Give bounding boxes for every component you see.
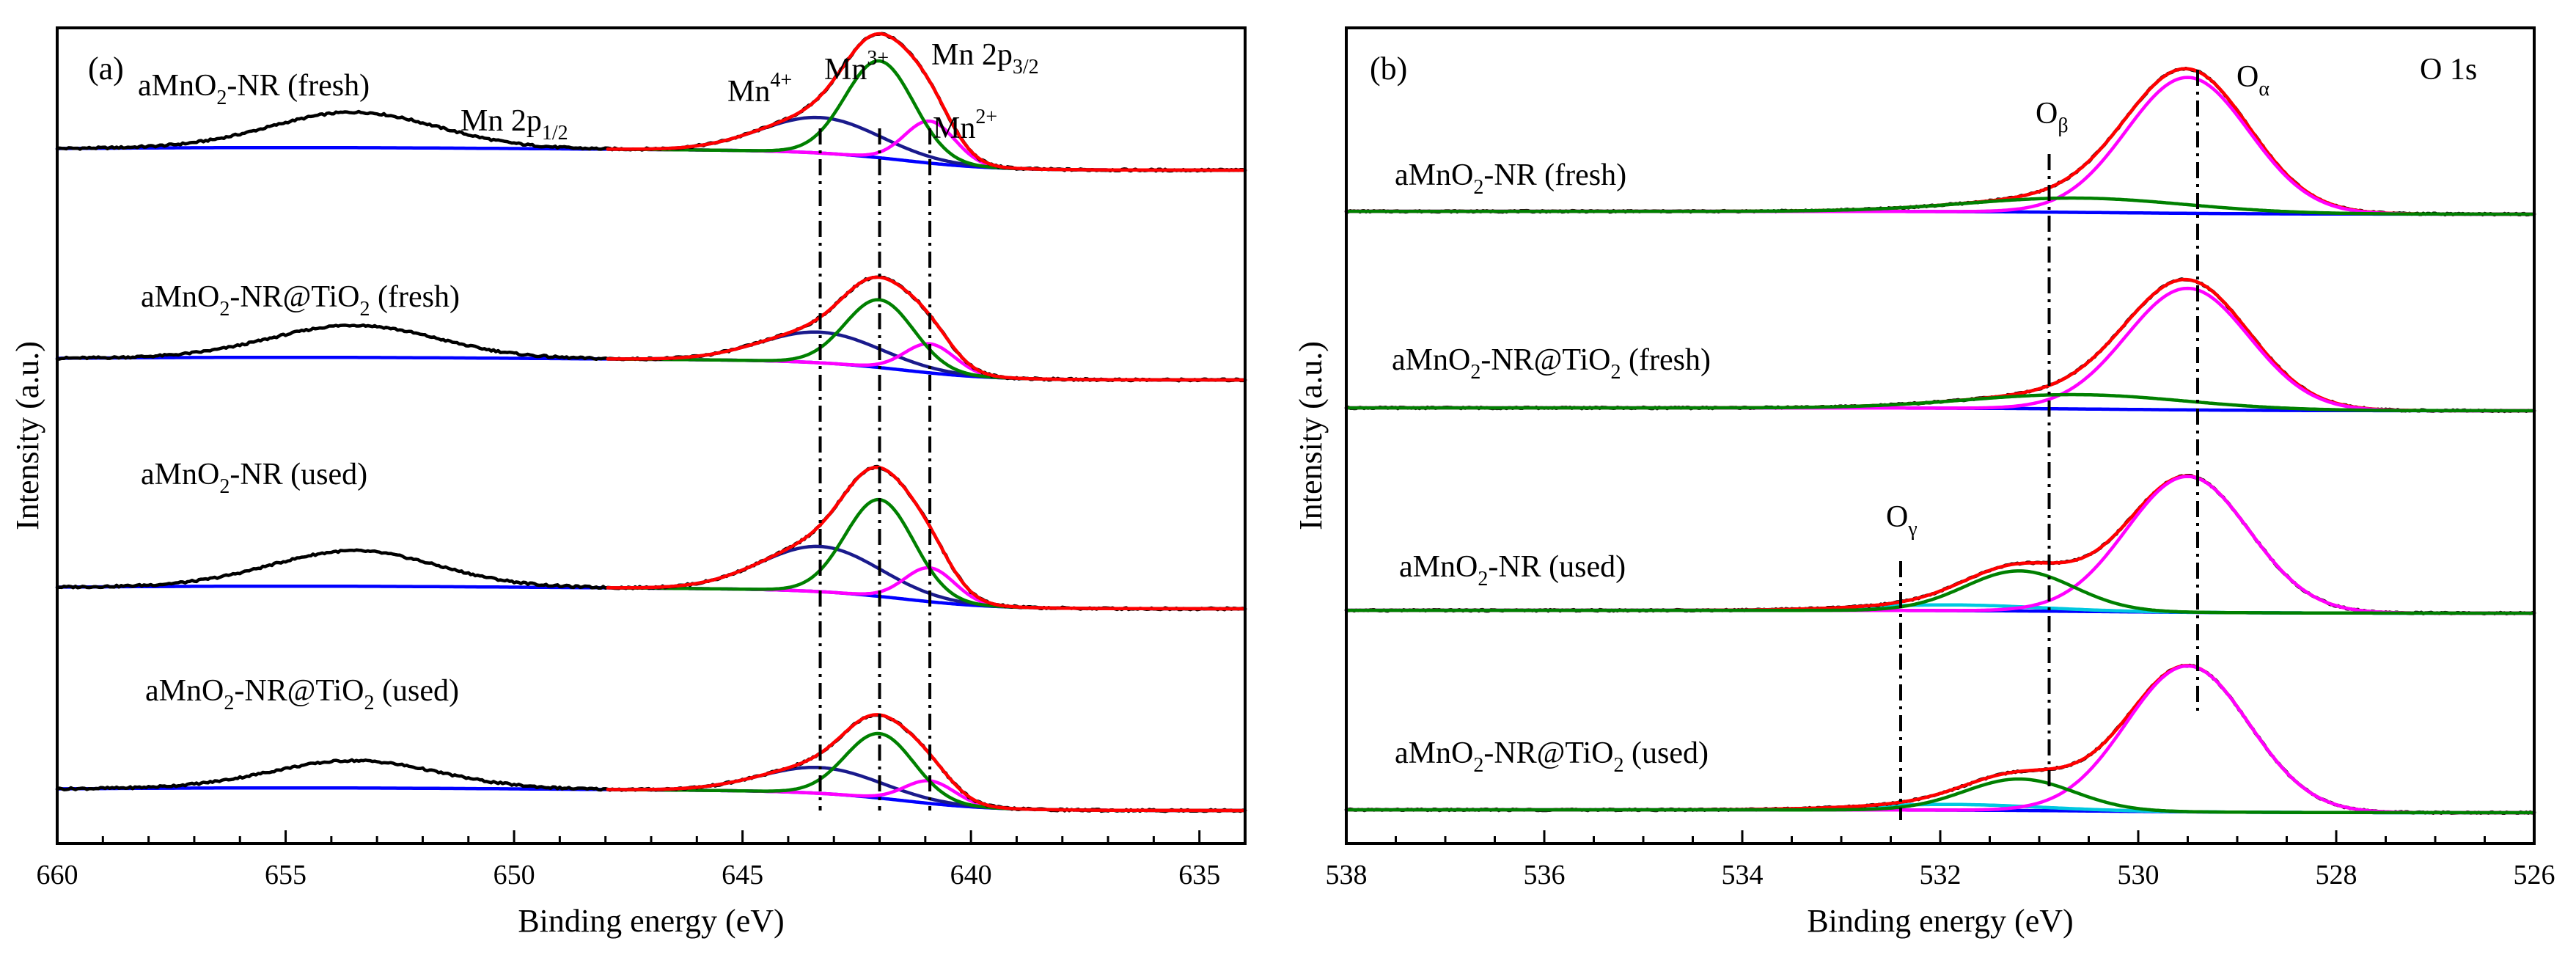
panel-a-sample-label: aMnO2-NR@TiO2 (used): [145, 674, 459, 714]
panel-a-label: (a): [88, 51, 124, 87]
panel-b-x-axis-title: Binding energy (eV): [1807, 903, 2073, 939]
panel-a-tick-label: 650: [493, 860, 535, 890]
panel-a-tick-label: 655: [265, 860, 307, 890]
panel-a-tick-label: 660: [37, 860, 78, 890]
panel-b-tick-label: 538: [1326, 860, 1368, 890]
panel-b-tick-label: 534: [1722, 860, 1764, 890]
panel-a-tick-label: 635: [1178, 860, 1220, 890]
panel-a-curves: [55, 32, 1247, 813]
panel-b-sample-label: aMnO2-NR (fresh): [1395, 158, 1626, 199]
panel-a-sample-label: aMnO2-NR@TiO2 (fresh): [141, 280, 460, 321]
panel-b-curves: [1344, 66, 2536, 816]
panel-a-sample-label: aMnO2-NR (fresh): [138, 69, 370, 109]
mn3-annotation: Mn3+: [824, 47, 889, 87]
panel-b-o1s: 538 536 534 532 530 528 526 (b) O 1s aMnO2-NR …: [1293, 26, 2555, 939]
panel-b-sample-label: aMnO2-NR@TiO2 (used): [1395, 736, 1709, 777]
panel-b-tick-label: 530: [2118, 860, 2159, 890]
o-alpha-annotation: Oα: [2236, 60, 2269, 100]
mn4-annotation: Mn4+: [727, 69, 792, 109]
panel-b-y-axis-title: Intensity (a.u.): [1293, 341, 1329, 530]
mn2p12-annotation: Mn 2p1/2: [460, 104, 568, 144]
panel-a-y-axis-title: Intensity (a.u.): [10, 341, 45, 530]
o-gamma-annotation: Oγ: [1886, 500, 1918, 541]
mn2-annotation: Mn2+: [933, 106, 997, 145]
panel-b-used-ob-curve: [1344, 569, 2536, 615]
panel-a-mn2p: 660 655 650 645 640 635 (a) aMnO2-NR (fresh) …: [10, 26, 1247, 939]
panel-a-fresh-fit-curve: [606, 32, 1247, 172]
panel-b-title: O 1s: [2420, 53, 2477, 87]
panel-b-tick-label: 528: [2316, 860, 2357, 890]
panel-b-fresh-ob-curve: [1344, 196, 2536, 216]
mn2p32-annotation: Mn 2p3/2: [931, 38, 1039, 78]
panel-b-label: (b): [1370, 51, 1407, 87]
panel-b-frame: [1345, 26, 2536, 845]
panel-b-tio2_fresh-ob-curve: [1344, 392, 2536, 413]
panel-b-reference-lines: [1899, 70, 2199, 820]
panel-a-reference-lines: [818, 128, 932, 810]
panel-a-tio2_fresh-fit-curve: [606, 275, 1247, 382]
panel-a-tick-label: 645: [722, 860, 763, 890]
panel-a-used-fit-curve: [606, 465, 1247, 611]
panel-a-tick-label: 640: [950, 860, 992, 890]
panel-b-sample-label: aMnO2-NR (used): [1399, 550, 1626, 590]
panel-b-tick-label: 526: [2514, 860, 2555, 890]
panel-a-frame: [56, 26, 1247, 845]
panel-b-tick-label: 532: [1920, 860, 1962, 890]
panel-a-x-ticks: 660 655 650 645 640 635: [37, 830, 1247, 890]
panel-a-x-axis-title: Binding energy (eV): [518, 903, 784, 939]
o-beta-annotation: Oβ: [2036, 97, 2069, 137]
panel-b-tick-label: 536: [1524, 860, 1566, 890]
panel-a-tio2_used-fit-curve: [606, 713, 1247, 813]
panel-b-tio2_used-ob-curve: [1344, 777, 2536, 815]
panel-a-sample-label: aMnO2-NR (used): [141, 458, 367, 498]
panel-b-sample-label: aMnO2-NR@TiO2 (fresh): [1392, 343, 1711, 384]
